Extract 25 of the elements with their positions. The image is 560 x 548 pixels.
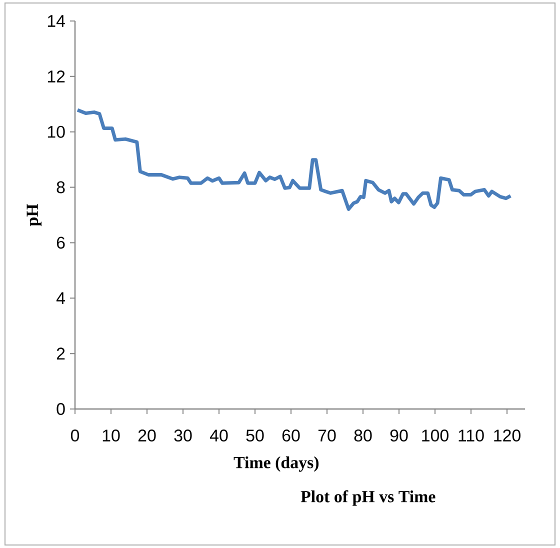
x-tick-label: 110	[458, 430, 484, 442]
x-tick-label: 100	[422, 430, 448, 442]
x-tick-label: 0	[70, 430, 80, 442]
x-tick-label: 80	[354, 430, 372, 442]
y-tick-label: 14	[48, 15, 65, 27]
x-tick-label: 90	[390, 430, 408, 442]
x-axis-title: Time (days)	[234, 456, 319, 472]
text: Plot of pH vs Time	[300, 490, 436, 506]
y-tick-label: 10	[48, 126, 65, 138]
x-tick-label: 50	[246, 430, 264, 442]
y-tick-label: 2	[56, 348, 65, 360]
x-tick-label: 120	[494, 430, 520, 442]
y-tick-label: 12	[48, 70, 65, 82]
y-tick-label: 6	[56, 236, 65, 249]
line-series	[76, 108, 512, 211]
x-tick-label: 10	[102, 430, 120, 442]
y-axis-title: pH	[26, 204, 42, 226]
x-tick-label: 60	[282, 430, 300, 442]
y-tick-label: 4	[56, 292, 65, 304]
x-tick-label: 20	[138, 430, 156, 442]
x-tick-label: 70	[318, 430, 336, 442]
y-tick-label: 8	[56, 181, 65, 194]
y-tick-label: 0	[56, 403, 65, 415]
x-tick-label: 30	[174, 430, 192, 442]
x-tick-label: 40	[210, 430, 228, 442]
